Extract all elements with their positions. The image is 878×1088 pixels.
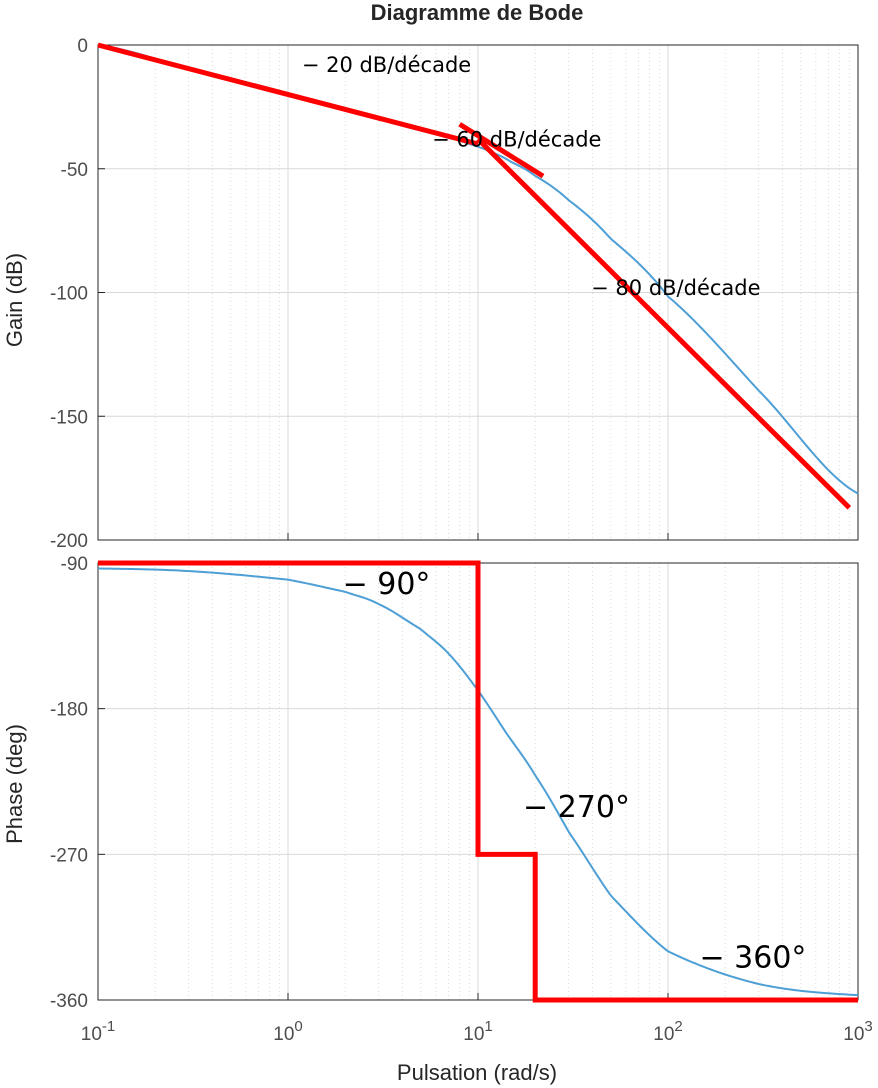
gain-y-axis-label: Gain (dB) [2, 253, 27, 347]
phase-annotation: − 90° [343, 567, 431, 602]
x-tick-label: 102 [653, 1018, 682, 1045]
phase-y-axis-label: Phase (deg) [2, 724, 27, 844]
phase-y-tick-label: -270 [50, 845, 88, 866]
phase-y-tick-label: -180 [50, 700, 88, 721]
gain-y-tick-label: -50 [61, 160, 88, 181]
x-tick-label: 10-1 [81, 1018, 115, 1045]
x-tick-label: 100 [273, 1018, 302, 1045]
gain-asymptote-1 [97, 42, 479, 147]
gain-annotation: − 60 dB/décade [432, 127, 601, 151]
phase-y-tick-label: -90 [61, 554, 88, 575]
phase-y-tick-label: -360 [50, 991, 88, 1012]
chart-title: Diagramme de Bode [371, 0, 584, 25]
gain-asymptote-3 [476, 137, 852, 510]
phase-panel: -90 -180 -270 -360 − 90° − 270° − 360° [50, 554, 859, 1012]
gain-axes-box [97, 44, 859, 541]
gain-panel: 0 -50 -100 -150 -200 − 20 dB/décade − 60 dB/dé… [50, 36, 859, 552]
gain-y-tick-label: -100 [50, 284, 88, 305]
x-tick-label: 103 [843, 1018, 872, 1045]
gain-annotation: − 80 dB/décade [591, 276, 760, 300]
x-axis-label: Pulsation (rad/s) [397, 1060, 557, 1085]
gain-y-tick-label: -150 [50, 407, 88, 428]
gain-annotation: − 20 dB/décade [302, 53, 471, 77]
x-tick-label: 101 [463, 1018, 492, 1045]
phase-annotation: − 270° [523, 790, 630, 825]
phase-asymptote-1 [98, 560, 858, 1003]
gain-y-tick-label: -200 [50, 531, 88, 552]
x-tick-labels: 10-1 100 101 102 103 [81, 1018, 873, 1045]
phase-annotation: − 360° [699, 941, 806, 976]
gain-asymptote-2 [458, 122, 545, 179]
gain-y-tick-label: 0 [77, 36, 88, 57]
